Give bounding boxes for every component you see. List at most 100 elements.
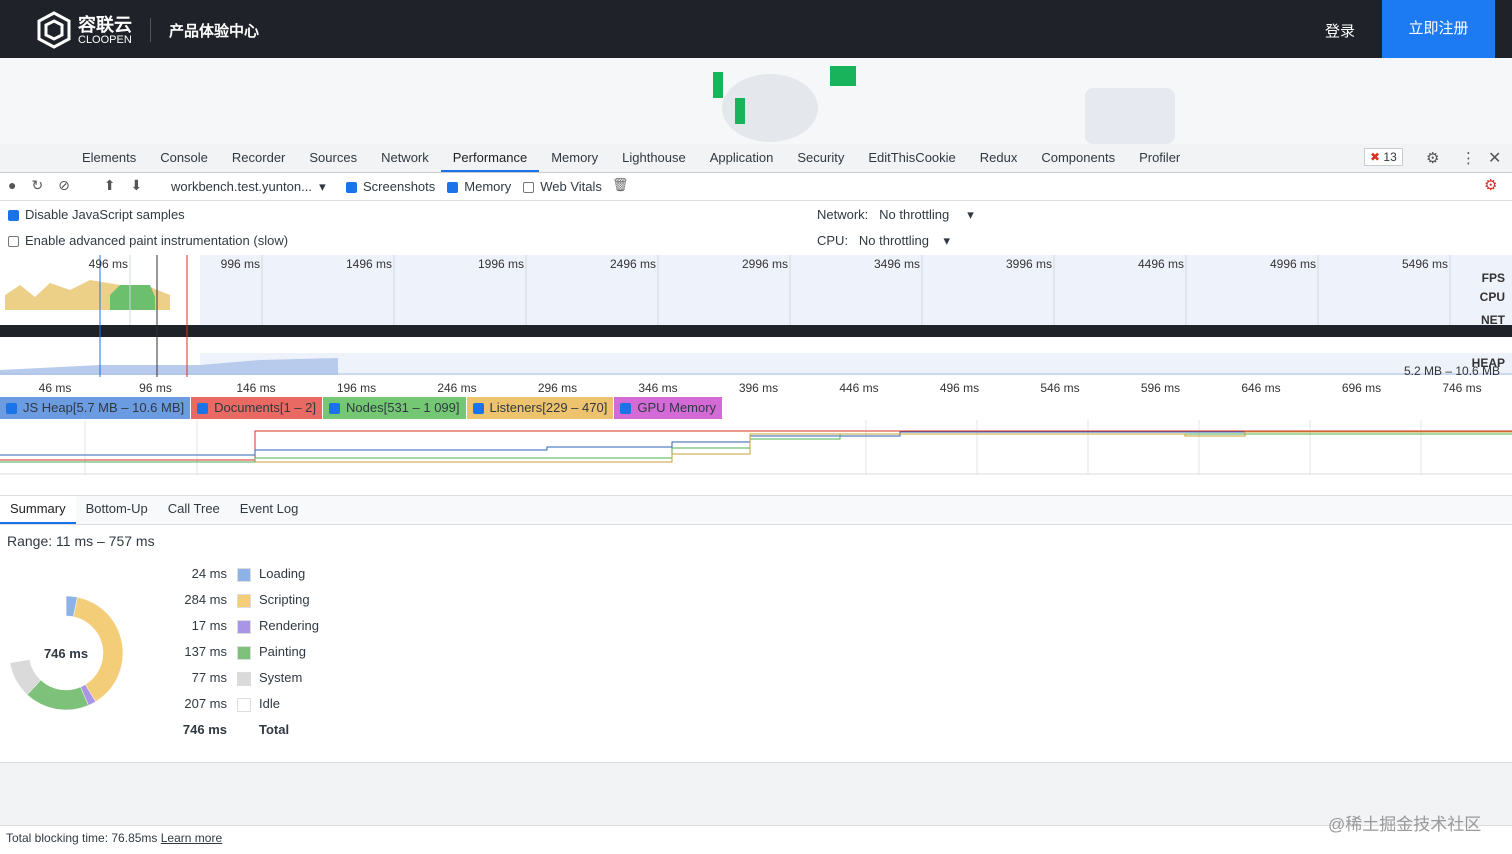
banner — [0, 58, 1512, 144]
timeline-tick: 446 ms — [839, 381, 878, 395]
close-icon[interactable]: ✕ — [1488, 150, 1502, 167]
network-value: No throttling — [879, 207, 950, 222]
counter-label: JS Heap[5.7 MB – 10.6 MB] — [23, 400, 185, 415]
watermark: @稀土掘金技术社区 — [1328, 815, 1482, 834]
timeline-tick: 346 ms — [638, 381, 677, 395]
learn-more[interactable]: Learn more — [160, 831, 223, 845]
legend-name: Total — [259, 722, 290, 737]
cpu-throttle[interactable]: CPU: No throttling ▾ — [817, 233, 950, 248]
register-button[interactable]: 立即注册 — [1382, 0, 1495, 58]
checkbox-label: Disable JavaScript samples — [25, 207, 185, 222]
counter-toggle[interactable]: GPU Memory — [614, 397, 724, 419]
timeline-tick: 696 ms — [1342, 381, 1381, 395]
counter-label: Nodes[531 – 1 099] — [346, 400, 460, 415]
counter-list: JS Heap[5.7 MB – 10.6 MB] Documents[1 – 2… — [0, 397, 724, 419]
devtools-tab[interactable]: Console — [160, 150, 208, 165]
counter-toggle[interactable]: Nodes[531 – 1 099] — [323, 397, 467, 419]
summary-donut — [8, 595, 124, 711]
checkbox[interactable]: Enable advanced paint instrumentation (s… — [8, 233, 288, 259]
toolbar-checks: Screenshots Memory Web Vitals — [346, 179, 602, 194]
devtools-tab[interactable]: Profiler — [1139, 150, 1181, 165]
counter-toggle[interactable]: JS Heap[5.7 MB – 10.6 MB] — [0, 397, 192, 419]
tbt-text: Total blocking time: 76.85ms — [6, 831, 158, 845]
legend-time: 77 ms — [191, 670, 227, 685]
counter-toggle[interactable]: Listeners[229 – 470] — [466, 397, 615, 419]
timeline-tick: 146 ms — [236, 381, 275, 395]
checkbox[interactable]: Disable JavaScript samples — [8, 207, 288, 233]
logo-icon — [37, 11, 71, 49]
track-label: CPU — [1480, 290, 1505, 304]
checkbox-box — [472, 403, 484, 414]
devtools-tab[interactable]: Sources — [309, 150, 358, 165]
donut-total: 746 ms — [43, 646, 89, 661]
legend-name: Scripting — [259, 592, 310, 607]
timeline-tick: 296 ms — [538, 381, 577, 395]
more-icon[interactable]: ⋮ — [1461, 150, 1476, 167]
overview-tick: 3496 ms — [874, 257, 920, 271]
devtools-tab[interactable]: Memory — [551, 150, 599, 165]
overview: 496 ms 996 ms 1496 ms 1996 ms 2496 ms 2996 ms… — [0, 255, 1512, 395]
counter-toggle[interactable]: Documents[1 – 2] — [191, 397, 324, 419]
bottom-tab[interactable]: Event Log — [239, 501, 299, 516]
legend-time: 24 ms — [191, 566, 227, 581]
legend-swatch — [237, 568, 251, 582]
devtools-tab[interactable]: Redux — [979, 150, 1018, 165]
counter-label: GPU Memory — [637, 400, 717, 415]
overview-tick: 1496 ms — [346, 257, 392, 271]
overview-tick: 2496 ms — [610, 257, 656, 271]
checkbox[interactable]: Web Vitals — [523, 179, 602, 194]
devtools-tab[interactable]: Network — [381, 150, 429, 165]
timeline-tick: 196 ms — [337, 381, 376, 395]
devtools-tab[interactable]: Components — [1041, 150, 1116, 165]
devtools-tab[interactable]: Lighthouse — [622, 150, 686, 165]
timeline-tick: 646 ms — [1241, 381, 1280, 395]
capture-settings[interactable]: ⚙ — [1484, 177, 1498, 194]
login-link[interactable]: 登录 — [1325, 23, 1356, 40]
record-controls[interactable]: ●↻⊘ ⬆⬇ — [8, 177, 158, 193]
overview-tick: 2996 ms — [742, 257, 788, 271]
tab-list: Elements Console Recorder Sources Network Per… — [70, 144, 1192, 172]
devtools-tab[interactable]: Recorder — [231, 150, 286, 165]
checkbox-box — [6, 403, 17, 414]
bottom-tab[interactable]: Call Tree — [167, 501, 220, 516]
donut-slice — [8, 595, 67, 664]
timeline-tick: 546 ms — [1040, 381, 1079, 395]
devtools-tab[interactable]: Application — [709, 150, 774, 165]
track-label: HEAP — [1472, 356, 1505, 370]
legend-swatch — [237, 646, 251, 660]
heap-range: 5.2 MB – 10.6 MB — [1404, 364, 1500, 378]
timeline-tick: 596 ms — [1141, 381, 1180, 395]
checkbox-box — [329, 403, 341, 414]
timeline-tick: 396 ms — [739, 381, 778, 395]
devtools-tabbar: Elements Console Recorder Sources Network Per… — [0, 144, 1512, 173]
devtools-tab[interactable]: Performance — [440, 144, 540, 172]
counter-label: Listeners[229 – 470] — [489, 400, 608, 415]
bottom-tab[interactable]: Bottom-Up — [85, 501, 148, 516]
devtools-tab[interactable]: Elements — [82, 150, 137, 165]
devtools-tab[interactable]: Security — [797, 150, 845, 165]
legend-name: Painting — [259, 644, 306, 659]
option-checks: Disable JavaScript samples Enable advance… — [8, 207, 288, 259]
overview-tick: 496 ms — [89, 257, 128, 271]
network-throttle[interactable]: Network: No throttling ▾ — [817, 207, 974, 222]
trash-icon[interactable]: 🗑 — [612, 177, 629, 192]
checkbox-box — [8, 236, 19, 247]
settings-icon[interactable]: ⚙ — [1426, 150, 1440, 167]
checkbox[interactable]: Memory — [447, 179, 511, 194]
banner-art — [713, 66, 1175, 144]
summary-range: Range: 11 ms – 757 ms — [7, 533, 155, 549]
checkbox-box — [8, 210, 19, 221]
legend-swatch — [237, 620, 251, 634]
legend-name: System — [259, 670, 303, 685]
timeline-tick: 496 ms — [940, 381, 979, 395]
cpu-value: No throttling — [858, 233, 929, 248]
legend-swatch — [237, 672, 251, 686]
bottom-tab[interactable]: Summary — [0, 496, 76, 524]
checkbox-box — [523, 182, 535, 193]
devtools-tab[interactable]: EditThisCookie — [868, 150, 956, 165]
checkbox[interactable]: Screenshots — [346, 179, 435, 194]
error-badge[interactable]: ✖ 13 — [1364, 148, 1403, 166]
url-select[interactable]: workbench.test.yunton... ▾ — [171, 179, 326, 194]
overview-tick: 4996 ms — [1270, 257, 1316, 271]
legend-name: Rendering — [259, 618, 319, 633]
